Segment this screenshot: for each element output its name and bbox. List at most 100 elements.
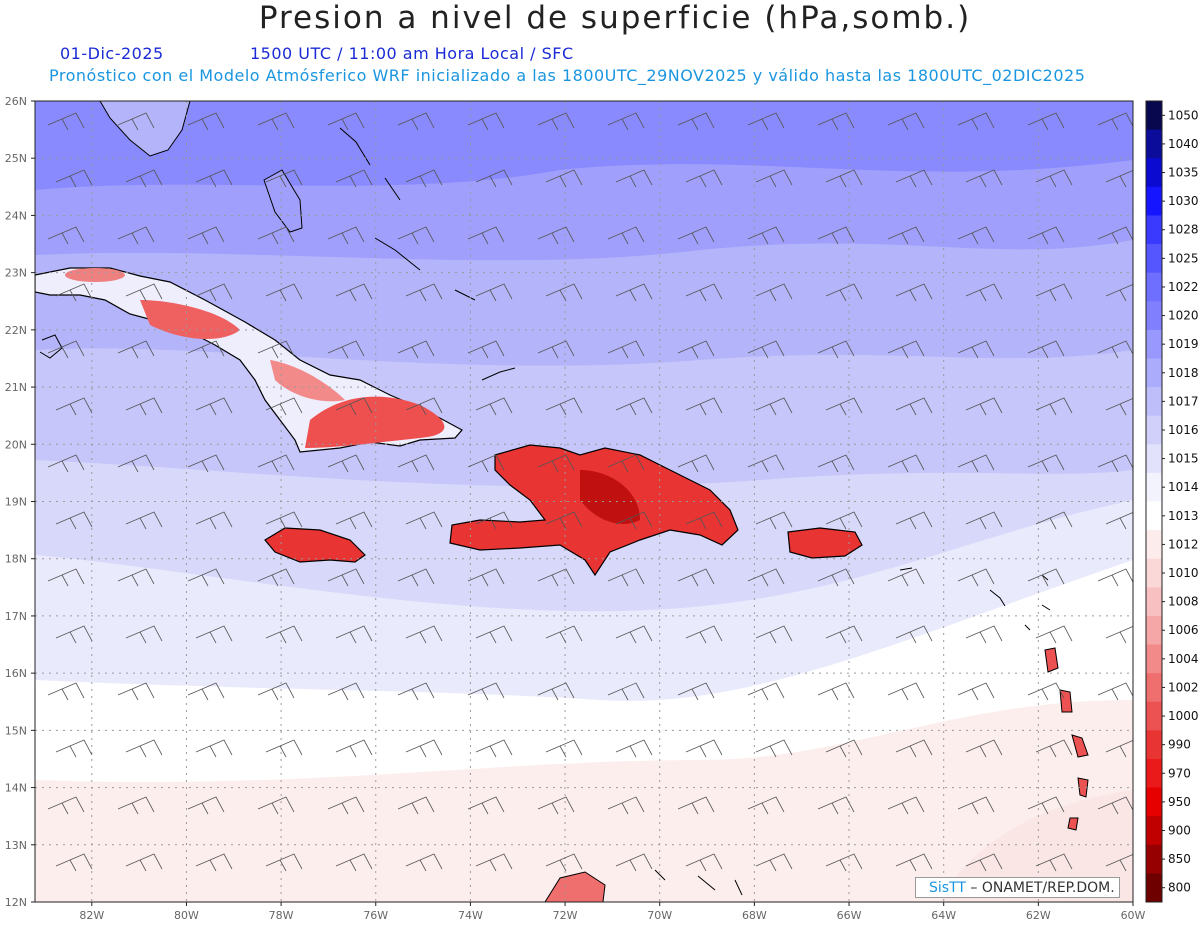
colorbar-swatch <box>1146 472 1162 502</box>
colorbar-label: 1006 <box>1168 623 1199 637</box>
colorbar-swatch <box>1146 873 1162 903</box>
sistt-logo: SisTT <box>929 880 966 896</box>
colorbar-swatch <box>1146 101 1162 131</box>
land-aruba <box>654 869 743 896</box>
colorbar-label: 1015 <box>1168 452 1199 466</box>
colorbar-label: 1002 <box>1168 680 1199 694</box>
lon-label: 68W <box>742 909 767 922</box>
lat-label: 23N <box>5 267 27 280</box>
lon-axis: 82W 80W 78W 76W 74W 72W 70W 68W 66W 64W 62W 60W <box>79 909 1145 922</box>
cuba-red-3 <box>270 360 345 402</box>
colorbar-label: 1050 <box>1168 108 1199 122</box>
colorbar-label: 850 <box>1168 852 1191 866</box>
colorbar-swatch <box>1146 244 1162 274</box>
colorbar-swatch <box>1146 301 1162 331</box>
colorbar-swatch <box>1146 329 1162 359</box>
colorbar-label: 1014 <box>1168 480 1199 494</box>
land-small-islands <box>899 567 1051 631</box>
colorbar-label: 900 <box>1168 823 1191 837</box>
colorbar-label: 1028 <box>1168 223 1199 237</box>
colorbar-label: 1040 <box>1168 137 1199 151</box>
colorbar-swatch <box>1146 844 1162 874</box>
colorbar-label: 1025 <box>1168 251 1199 265</box>
land-puerto-rico <box>787 527 863 559</box>
colorbar-swatch <box>1146 272 1162 302</box>
lat-label: 19N <box>5 496 27 509</box>
colorbar-swatch <box>1146 673 1162 703</box>
lon-label: 60W <box>1121 909 1146 922</box>
colorbar-swatch <box>1146 787 1162 817</box>
lat-label: 12N <box>5 896 27 909</box>
lat-label: 20N <box>5 438 27 451</box>
colorbar-swatch <box>1146 186 1162 216</box>
lon-label: 72W <box>553 909 578 922</box>
colorbar-swatch <box>1146 758 1162 789</box>
wind-barbs <box>47 112 1133 872</box>
colorbar-label: 1012 <box>1168 537 1199 551</box>
lon-label: 80W <box>174 909 199 922</box>
model-info: Pronóstico con el Modelo Atmósferico WRF… <box>49 66 1086 85</box>
lon-label: 62W <box>1026 909 1051 922</box>
land-south-coast <box>544 871 606 902</box>
lon-label: 66W <box>837 909 862 922</box>
lat-label: 22N <box>5 324 27 337</box>
colorbar-label: 990 <box>1168 738 1191 752</box>
colorbar-label: 1020 <box>1168 309 1199 323</box>
graticule <box>35 101 1133 902</box>
colorbar-swatch <box>1146 387 1162 417</box>
lat-label: 25N <box>5 152 27 165</box>
colorbar-label: 1013 <box>1168 509 1199 523</box>
lat-label: 14N <box>5 782 27 795</box>
colorbar-swatch <box>1146 215 1162 245</box>
lon-label: 78W <box>269 909 294 922</box>
colorbar-swatch <box>1146 501 1162 531</box>
colorbar-label: 1035 <box>1168 166 1199 180</box>
colorbar-swatch <box>1146 415 1162 445</box>
land-antilles <box>1044 647 1089 831</box>
colorbar-label: 1000 <box>1168 709 1199 723</box>
hispaniola-dark <box>580 470 640 524</box>
band-1012b <box>940 790 1133 902</box>
lon-label: 70W <box>647 909 672 922</box>
lat-label: 17N <box>5 610 27 623</box>
lon-label: 64W <box>931 909 956 922</box>
colorbar-swatch <box>1146 816 1162 846</box>
colorbar-swatch <box>1146 615 1162 646</box>
lat-label: 15N <box>5 724 27 737</box>
colorbar-label: 1017 <box>1168 394 1199 408</box>
map-title: Presion a nivel de superficie (hPa,somb.… <box>258 0 972 36</box>
colorbar-swatch <box>1146 558 1162 588</box>
colorbar-label: 1030 <box>1168 194 1199 208</box>
colorbar-swatch <box>1146 530 1162 560</box>
colorbar-label: 1004 <box>1168 652 1199 666</box>
land-isla-juventud <box>39 334 63 359</box>
colorbar-swatch <box>1146 358 1162 388</box>
colorbar-label: 1016 <box>1168 423 1199 437</box>
lon-label: 76W <box>363 909 388 922</box>
colorbar-swatch <box>1146 587 1162 617</box>
land-jamaica <box>264 527 366 563</box>
lat-label: 13N <box>5 839 27 852</box>
credit-box: SisTT – ONAMET/REP.DOM. <box>915 877 1120 898</box>
colorbar-label: 1022 <box>1168 280 1199 294</box>
lat-label: 16N <box>5 667 27 680</box>
colorbar-swatch <box>1146 701 1162 731</box>
cuba-red-4 <box>65 268 125 282</box>
colorbar-swatch <box>1146 730 1162 760</box>
lat-label: 18N <box>5 553 27 566</box>
colorbar-swatch <box>1146 444 1162 474</box>
colorbar-swatch <box>1146 644 1162 674</box>
colorbar-label: 1019 <box>1168 337 1199 351</box>
lat-label: 24N <box>5 209 27 222</box>
land-florida <box>99 101 191 157</box>
lon-label: 74W <box>458 909 483 922</box>
cuba-red-1 <box>140 300 240 340</box>
colorbar-label: 1010 <box>1168 566 1199 580</box>
colorbar-label: 1018 <box>1168 366 1199 380</box>
credit-text: – ONAMET/REP.DOM. <box>965 880 1115 896</box>
land-andros <box>263 169 303 233</box>
date-label: 01-Dic-2025 <box>60 44 164 63</box>
colorbar-label: 800 <box>1168 881 1191 895</box>
time-label: 1500 UTC / 11:00 am Hora Local / SFC <box>250 44 574 63</box>
